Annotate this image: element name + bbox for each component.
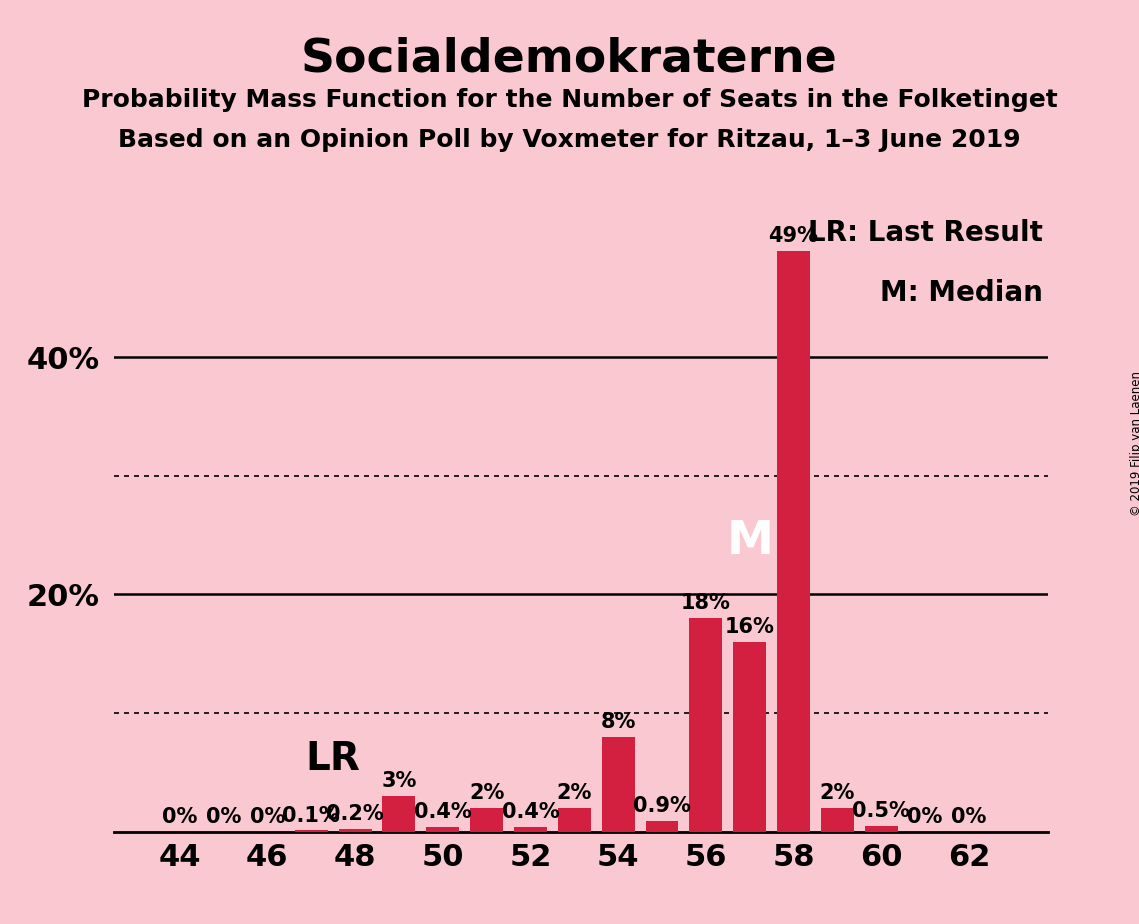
Text: 0.4%: 0.4% [501,802,559,822]
Text: LR: LR [305,740,361,778]
Text: 0%: 0% [951,807,986,827]
Text: 8%: 8% [600,712,636,732]
Bar [514,827,547,832]
Text: 0.1%: 0.1% [282,806,341,826]
Bar [689,618,722,832]
Text: Socialdemokraterne: Socialdemokraterne [301,37,838,82]
Text: 16%: 16% [724,617,775,638]
Text: 0%: 0% [249,807,285,827]
Text: 3%: 3% [382,772,417,791]
Text: 18%: 18% [681,593,731,614]
Bar [821,808,854,832]
Text: 2%: 2% [820,784,855,803]
Bar [601,736,634,832]
Bar [426,827,459,832]
Text: 2%: 2% [557,784,592,803]
Text: LR: Last Result: LR: Last Result [809,219,1043,247]
Text: Probability Mass Function for the Number of Seats in the Folketinget: Probability Mass Function for the Number… [82,88,1057,112]
Text: 0%: 0% [908,807,943,827]
Bar [865,826,898,832]
Bar [777,250,810,832]
Bar [383,796,416,832]
Text: M: M [727,518,773,564]
Text: Based on an Opinion Poll by Voxmeter for Ritzau, 1–3 June 2019: Based on an Opinion Poll by Voxmeter for… [118,128,1021,152]
Text: 0.5%: 0.5% [852,801,910,821]
Text: M: Median: M: Median [880,279,1043,307]
Bar [646,821,679,832]
Bar [295,831,328,832]
Bar [338,829,371,832]
Text: 0.2%: 0.2% [326,805,384,824]
Text: 49%: 49% [769,226,819,246]
Bar [470,808,503,832]
Bar [734,642,767,832]
Text: © 2019 Filip van Laenen: © 2019 Filip van Laenen [1130,371,1139,516]
Text: 2%: 2% [469,784,505,803]
Text: 0.4%: 0.4% [413,802,472,822]
Bar [558,808,591,832]
Text: 0.9%: 0.9% [633,796,691,816]
Text: 0%: 0% [162,807,197,827]
Text: 0%: 0% [206,807,241,827]
